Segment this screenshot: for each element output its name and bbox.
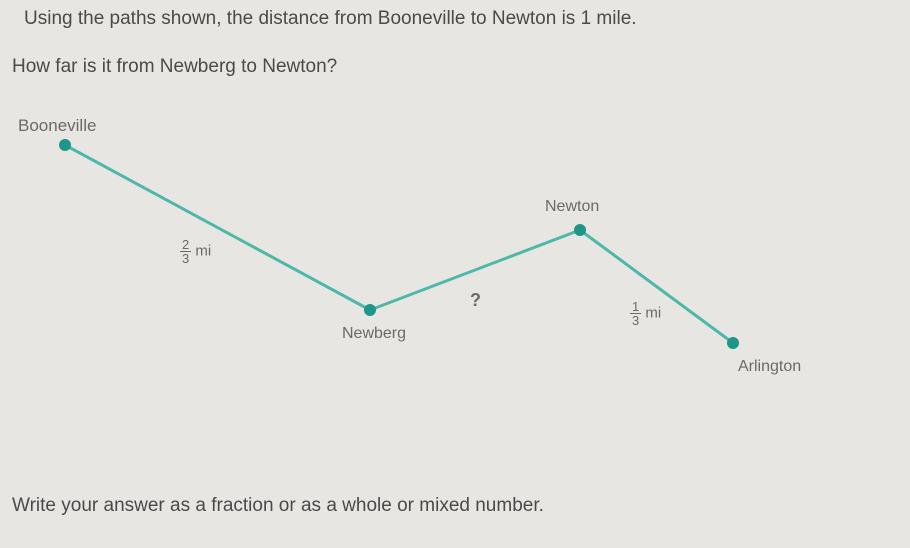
answer-instruction: Write your answer as a fraction or as a … [12, 495, 544, 517]
question-line-2: How far is it from Newberg to Newton? [12, 56, 337, 78]
path-diagram [0, 100, 910, 450]
question-line-1: Using the paths shown, the distance from… [24, 8, 637, 30]
